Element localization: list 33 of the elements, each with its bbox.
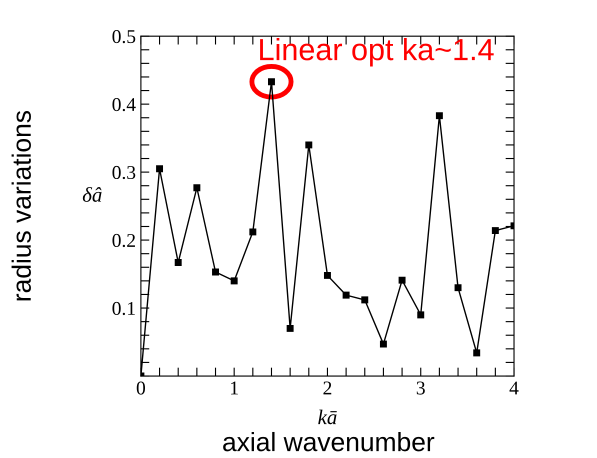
text: axial wavenumber xyxy=(223,432,434,452)
point xyxy=(230,277,238,284)
y-tick-label: 0.1 xyxy=(112,302,135,316)
point xyxy=(249,228,256,236)
y-axis-title: δâ xyxy=(82,187,102,202)
x-tick-label: 4 xyxy=(510,382,519,394)
x-tick-label: 1 xyxy=(231,382,238,394)
x-tick-label: 2 xyxy=(323,381,332,394)
annotation: Linear opt ka~1.4 xyxy=(260,38,494,66)
point xyxy=(342,292,350,299)
point xyxy=(473,349,480,356)
point xyxy=(305,141,312,148)
point xyxy=(361,296,368,304)
x-axis-title: kā xyxy=(318,410,337,424)
point xyxy=(436,112,443,120)
point xyxy=(324,272,331,279)
y-tick-label: 0.2 xyxy=(112,234,135,248)
point xyxy=(398,276,406,284)
point xyxy=(417,311,424,318)
x-tick-label: 0 xyxy=(136,381,146,395)
point xyxy=(174,259,182,266)
point xyxy=(380,340,387,348)
point xyxy=(193,184,200,192)
point xyxy=(492,227,499,234)
point xyxy=(286,324,294,332)
point xyxy=(156,165,164,172)
y-tick-label: 0.5 xyxy=(112,30,136,44)
y-tick-label: 0.3 xyxy=(112,166,136,180)
text: radius variations xyxy=(12,110,31,300)
x-tick-label: 3 xyxy=(416,381,425,395)
point xyxy=(212,268,219,276)
point xyxy=(454,284,462,292)
y-tick-label: 0.4 xyxy=(112,98,136,112)
